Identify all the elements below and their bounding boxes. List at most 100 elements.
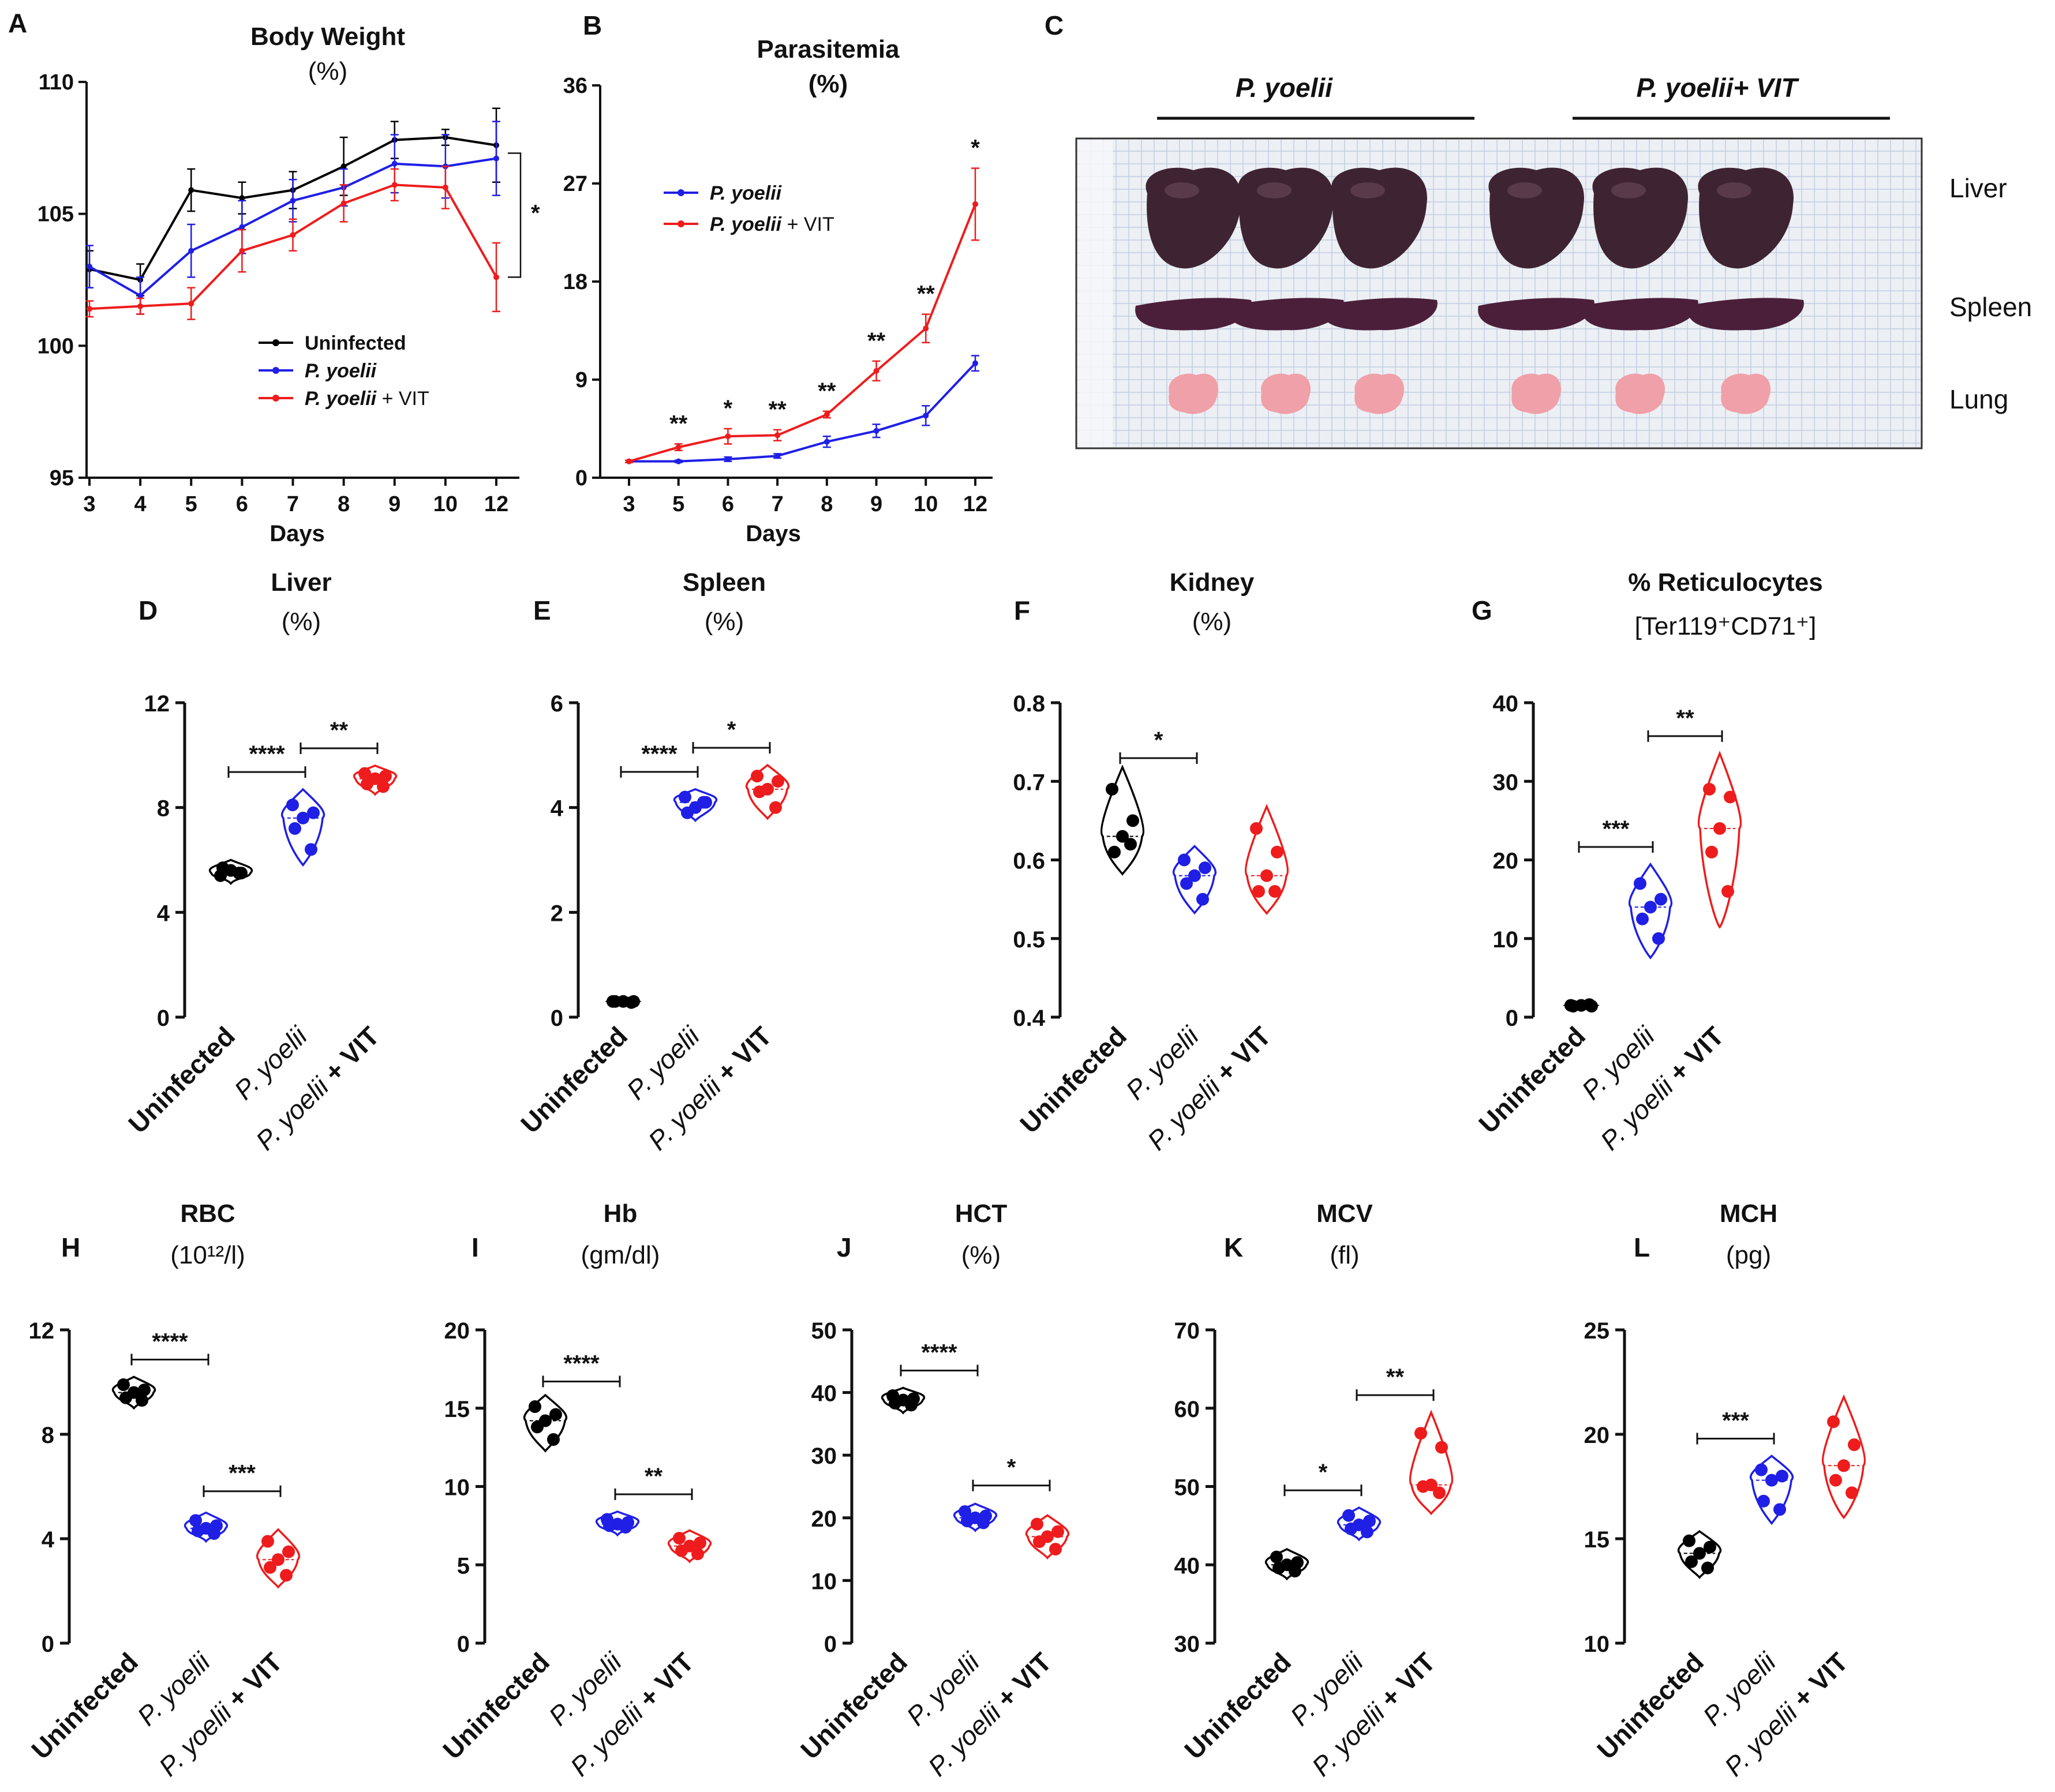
y-tick-label: 30 xyxy=(1174,1632,1200,1657)
data-point-uninfected xyxy=(1701,1561,1714,1574)
violin-outline xyxy=(1678,1529,1721,1579)
y-tick-label: 27 xyxy=(563,172,587,196)
legend-marker xyxy=(677,220,684,227)
data-point-uninfected xyxy=(1693,1547,1706,1560)
data-point-vit xyxy=(358,767,371,780)
y-tick-label: 6 xyxy=(551,691,563,717)
data-point xyxy=(493,274,499,280)
data-point-yoelii xyxy=(1655,893,1667,906)
violin-outline xyxy=(746,763,789,820)
spleen-organ xyxy=(1687,298,1804,331)
x-category-label: Uninfected xyxy=(515,1021,633,1139)
significance-stars: **** xyxy=(152,1329,188,1354)
data-point-vit xyxy=(1033,1535,1046,1549)
legend-italic: P. yoelii xyxy=(710,213,783,235)
data-point-vit xyxy=(1433,1486,1446,1499)
lung-organ xyxy=(1511,373,1562,414)
panel-label: A xyxy=(8,8,27,38)
chart-title: Parasitemia xyxy=(757,35,900,63)
group-label: P. yoelii xyxy=(1236,73,1333,103)
data-point-vit xyxy=(1724,790,1736,804)
data-point-yoelii xyxy=(1199,861,1211,875)
y-tick-label: 40 xyxy=(1174,1553,1200,1579)
significance-stars: **** xyxy=(641,741,677,767)
x-tick-label: 7 xyxy=(287,492,299,516)
data-point-yoelii xyxy=(1755,1463,1768,1476)
panel-g-violin-chart: G % Reticulocytes [Ter119⁺CD71⁺] 0 10 20 30 40 U… xyxy=(1472,568,1823,1156)
x-category-label: P. yoelii + VIT xyxy=(642,1021,777,1156)
data-point-yoelii xyxy=(977,1516,990,1529)
data-point-uninfected xyxy=(609,995,622,1008)
series-line-yoelii xyxy=(629,362,976,463)
y-tick-label: 0 xyxy=(575,466,587,490)
violin-outline xyxy=(1244,804,1289,915)
y-tick-label: 18 xyxy=(563,270,587,294)
violin-outline xyxy=(281,788,325,867)
data-point-yoelii xyxy=(307,806,320,819)
x-category-label: Uninfected xyxy=(122,1021,241,1139)
significance-star: ** xyxy=(769,397,787,422)
data-point xyxy=(626,458,632,464)
chart-subtitle: (%) xyxy=(308,57,347,85)
data-point-vit xyxy=(282,1545,295,1558)
lung-organ xyxy=(1261,373,1311,414)
x-category-label: P. yoelii + VIT xyxy=(1306,1647,1441,1782)
data-point-uninfected xyxy=(1683,1534,1695,1547)
category-suffix: + VIT xyxy=(313,1021,385,1092)
data-point-vit xyxy=(1846,1486,1858,1499)
violin-outline xyxy=(953,1502,998,1532)
data-point-vit xyxy=(377,780,390,793)
y-tick-label: 4 xyxy=(42,1527,55,1553)
y-tick-label: 95 xyxy=(50,466,74,490)
y-tick-label: 20 xyxy=(811,1506,837,1532)
data-point-yoelii xyxy=(1180,877,1193,890)
y-tick-label: 0.4 xyxy=(1013,1006,1045,1031)
significance-star: * xyxy=(724,396,733,421)
data-point-vit xyxy=(1250,822,1263,835)
legend-entry: Uninfected xyxy=(305,332,406,354)
x-category-label: Uninfected xyxy=(1178,1647,1297,1765)
y-tick-label: 0 xyxy=(457,1632,470,1657)
violin-outline xyxy=(184,1511,229,1543)
y-tick-label: 12 xyxy=(29,1318,55,1344)
organ-highlight xyxy=(1717,182,1751,198)
y-tick-label: 30 xyxy=(1493,770,1519,795)
y-tick-label: 70 xyxy=(1174,1318,1200,1344)
y-tick-label: 10 xyxy=(1584,1632,1610,1657)
data-point-vit xyxy=(1268,885,1281,898)
violin-outline xyxy=(881,1386,926,1415)
data-point-yoelii xyxy=(297,811,309,824)
data-point-vit xyxy=(1414,1427,1427,1440)
data-point xyxy=(675,458,682,464)
y-tick-label: 105 xyxy=(38,203,74,227)
data-point-yoelii xyxy=(1644,901,1657,914)
data-point-vit xyxy=(673,1532,686,1545)
legend-italic: P. yoelii xyxy=(710,182,783,204)
chart-title: Kidney xyxy=(1170,568,1255,597)
data-point xyxy=(725,433,731,440)
x-tick-label: 5 xyxy=(185,492,197,516)
data-point-vit xyxy=(1260,869,1273,882)
category-suffix: + VIT xyxy=(1782,1647,1854,1718)
x-category-label: P. yoelii + VIT xyxy=(1141,1021,1277,1156)
data-point-yoelii xyxy=(305,843,317,856)
violin-outline xyxy=(1821,1394,1866,1520)
data-point-yoelii xyxy=(289,822,301,835)
x-tick-label: 9 xyxy=(870,492,882,516)
y-tick-label: 0 xyxy=(824,1632,837,1657)
y-tick-label: 8 xyxy=(42,1423,54,1448)
data-point-vit xyxy=(1031,1517,1043,1531)
data-point-uninfected xyxy=(1116,830,1129,843)
data-point-yoelii xyxy=(1765,1474,1778,1487)
panel-label: G xyxy=(1472,595,1492,625)
data-point-uninfected xyxy=(547,1433,560,1446)
data-point xyxy=(188,187,194,193)
violin-outline xyxy=(523,1393,567,1453)
data-point-vit xyxy=(1721,885,1734,898)
x-tick-label: 7 xyxy=(772,492,784,516)
data-point-uninfected xyxy=(216,861,229,875)
data-point xyxy=(873,368,879,374)
